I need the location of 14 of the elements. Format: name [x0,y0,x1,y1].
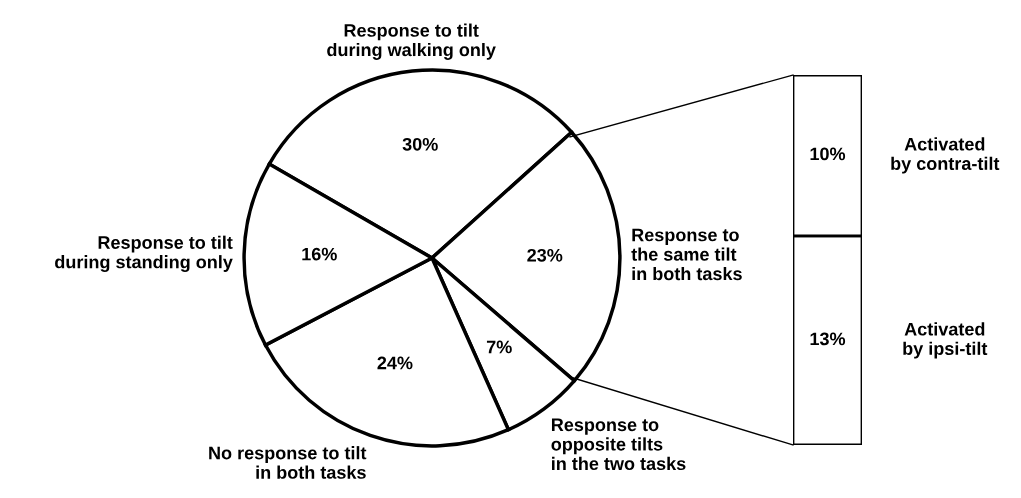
slice-label: Response to tilt during standing only [55,235,233,272]
data-label: 30% [402,137,438,151]
series-label: Activated by contra-tilt [891,137,1000,174]
data-label: 10% [810,147,846,161]
data-label: 13% [810,332,846,346]
slice-label: Response to opposite tilts in the two tasks [551,418,686,471]
data-label: 23% [527,248,563,262]
text: Activated by ipsi-tilt [903,322,988,359]
data-label: 16% [302,247,337,261]
slice-label: Response to the same tilt in both tasks [631,228,742,281]
slice-label: No response to tilt in both tasks [209,446,367,479]
data-label: 7% [486,340,512,354]
data-label: 24% [377,356,413,370]
slice-label: Response to tilt during walking only [327,23,496,60]
